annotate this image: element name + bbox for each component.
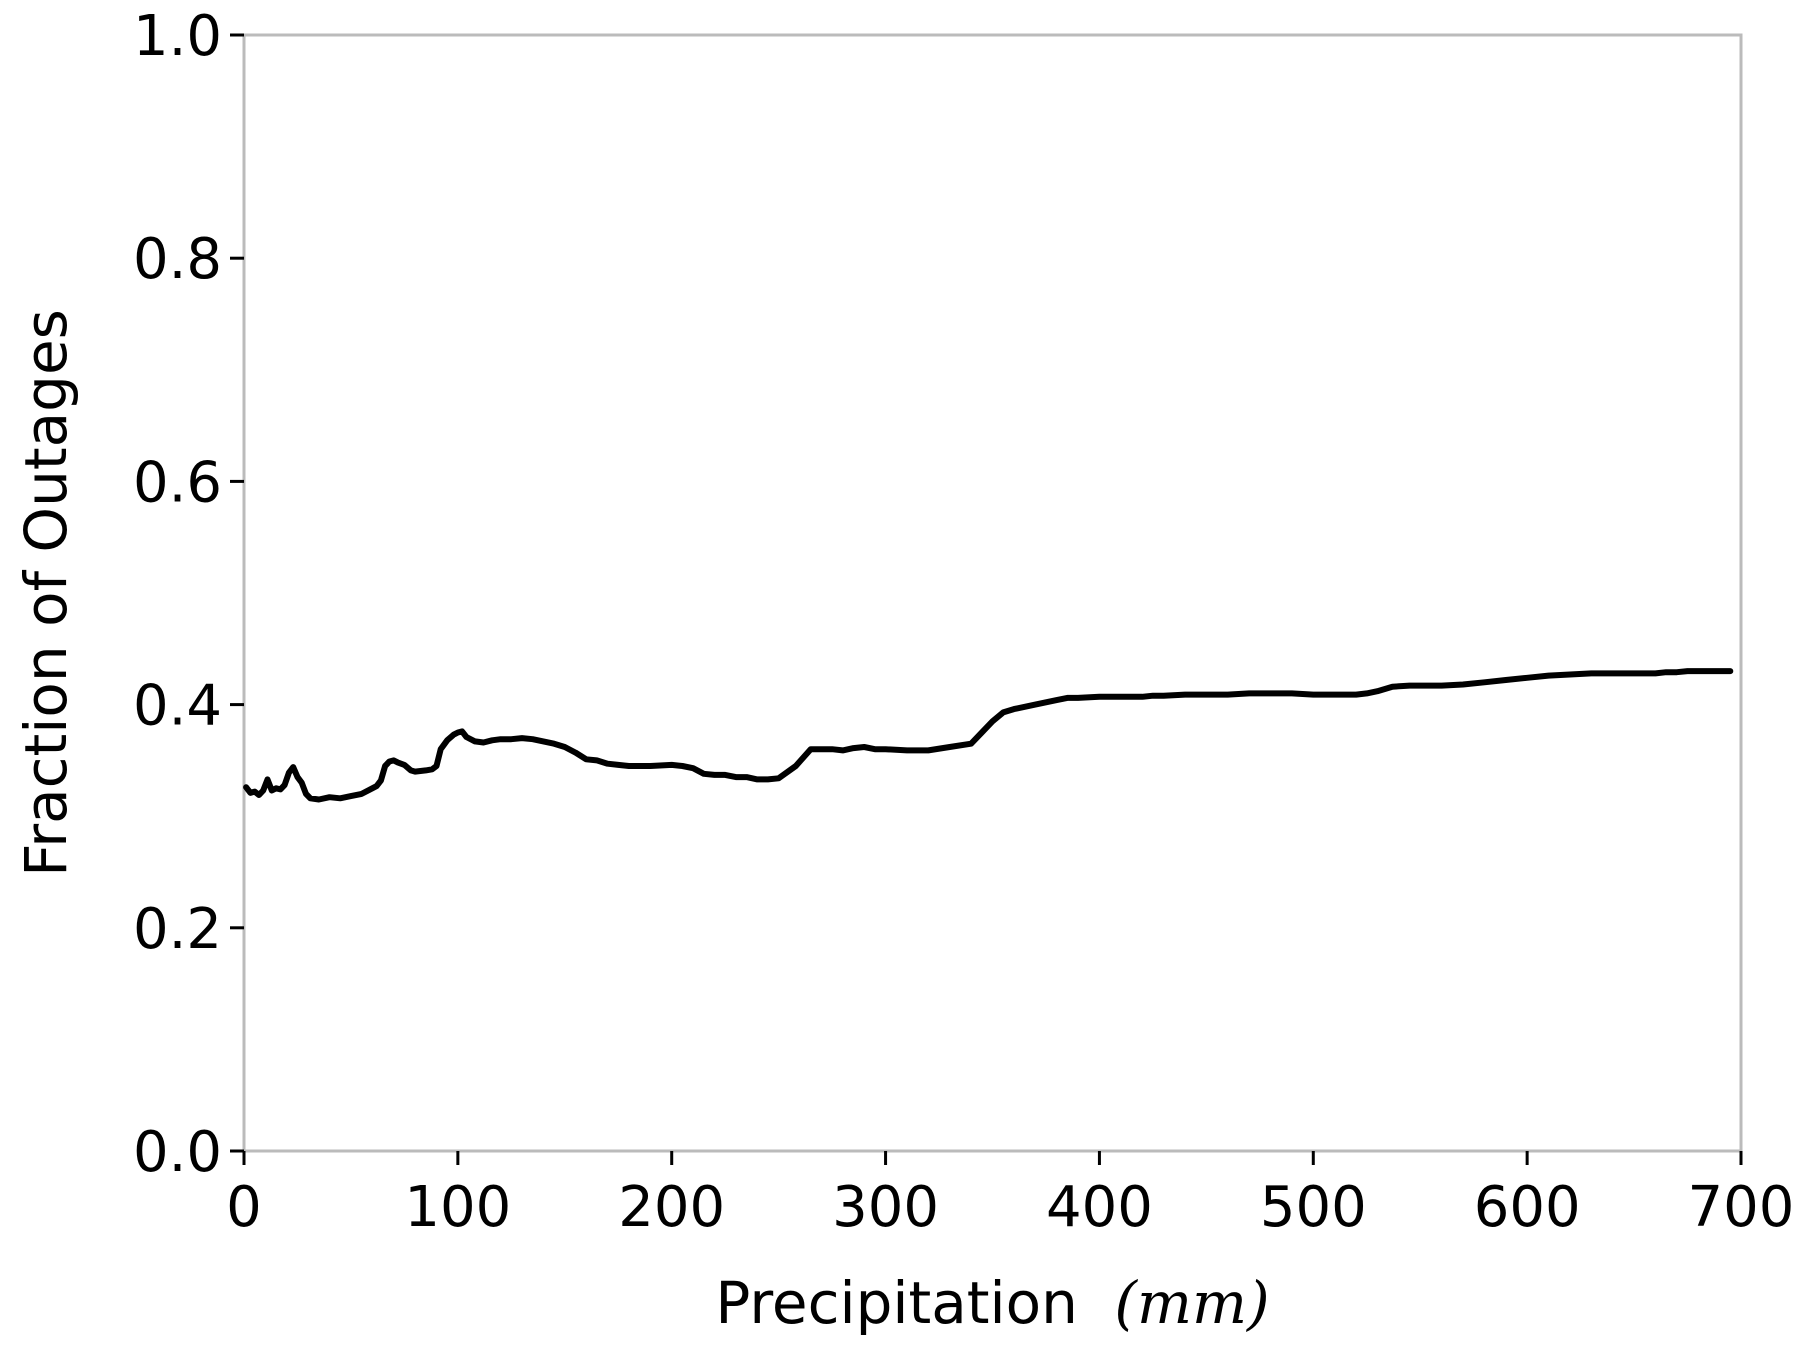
y-tick-label: 1.0 [133, 4, 222, 69]
x-axis-label-text: Precipitation [715, 1269, 1078, 1337]
y-tick-label: 0.2 [133, 897, 222, 962]
x-axis-label: Precipitation (mm) [715, 1269, 1269, 1337]
y-tick-label: 0.6 [133, 450, 222, 515]
x-tick-label: 300 [832, 1175, 939, 1240]
y-axis-ticks: 0.0 0.2 0.4 0.6 0.8 1.0 [133, 4, 244, 1185]
plot-frame [242, 33, 1743, 1153]
y-tick-label: 0.0 [133, 1120, 222, 1185]
x-axis-label-unit: (mm) [1114, 1269, 1269, 1337]
plot-area-border [242, 33, 1743, 1153]
x-tick-label: 400 [1046, 1175, 1153, 1240]
x-tick-label: 0 [226, 1175, 262, 1240]
x-tick-label: 700 [1688, 1175, 1795, 1240]
series-line-0 [243, 668, 1734, 803]
x-axis-ticks: 0 100 200 300 400 500 600 700 [226, 1151, 1794, 1240]
y-tick-label: 0.4 [133, 674, 222, 739]
y-tick-label: 0.8 [133, 227, 222, 292]
x-tick-label: 100 [404, 1175, 511, 1240]
y-axis-label: Fraction of Outages [12, 309, 80, 877]
x-tick-label: 200 [618, 1175, 725, 1240]
series-layer [243, 668, 1734, 803]
x-tick-label: 600 [1474, 1175, 1581, 1240]
x-tick-label: 500 [1260, 1175, 1367, 1240]
